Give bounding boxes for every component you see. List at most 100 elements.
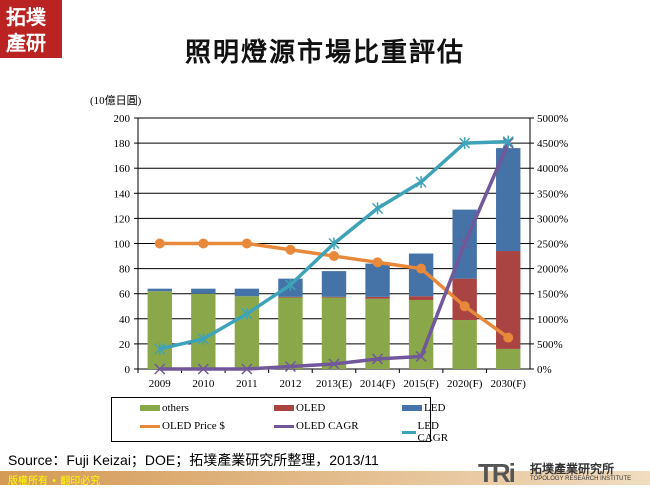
y-tick-label: 60 (119, 289, 131, 301)
bar-others (452, 320, 477, 369)
logo-text: 拓墣產研 (6, 5, 46, 55)
marker-point (328, 358, 340, 370)
marker-point (459, 301, 470, 312)
bar-others (496, 348, 521, 369)
marker-point (459, 237, 471, 250)
legend-swatch (140, 405, 160, 411)
marker-point (503, 332, 514, 343)
y2-tick-label: 2000% (537, 264, 568, 276)
y2-tick-label: 500% (537, 339, 563, 351)
y2-tick-label: 5000% (537, 113, 568, 125)
y-tick-label: 80 (119, 264, 131, 276)
marker-point (241, 363, 253, 375)
y-tick-label: 180 (114, 138, 131, 150)
bar-led (321, 271, 347, 297)
marker-point (372, 353, 384, 365)
x-tick-label: 2010 (192, 378, 215, 390)
brand-name: 拓墣產業研究所 (530, 462, 615, 476)
legend-swatch (274, 405, 294, 411)
x-tick-label: 2012 (279, 378, 301, 390)
marker-point (415, 176, 427, 189)
brand-english: TOPOLOGY RESEARCH INSTITUTE (530, 476, 632, 482)
legend-swatch (274, 424, 294, 428)
legend-label: OLED (296, 402, 326, 414)
y2-tick-label: 3000% (537, 213, 568, 225)
page-title: 照明燈源市場比重評估 (184, 38, 465, 68)
legend-item: LED CAGR (402, 420, 455, 444)
marker-point (416, 263, 427, 274)
marker-point (502, 135, 514, 148)
marker-point (284, 278, 296, 291)
y-tick-label: 40 (119, 314, 131, 326)
legend: others OLED LED OLED Price $ OLED CAGR LED CA… (111, 397, 448, 444)
legend-label: OLED CAGR (296, 420, 359, 432)
x-tick-label: 2011 (236, 378, 258, 390)
marker-point (372, 257, 383, 268)
y2-tick-label: 4000% (537, 163, 568, 175)
legend-swatch (140, 424, 160, 428)
copyright: 版權所有 • 翻印必究 (8, 476, 101, 487)
marker-point (154, 342, 166, 355)
marker-point (197, 363, 209, 375)
marker-point (328, 237, 340, 250)
bar-oled (321, 296, 347, 298)
marker-point (415, 350, 427, 362)
marker-point (459, 137, 471, 150)
source-note: Source：Fuji Keizai；DOE；拓墣產業研究所整理，2013/11 (8, 452, 379, 468)
y2-tick-label: 1000% (537, 314, 568, 326)
legend-swatch (402, 430, 416, 434)
bar-others (147, 291, 172, 369)
bar-led (147, 288, 172, 292)
marker-point (329, 251, 339, 262)
marker-point (285, 244, 296, 255)
bar-others (321, 297, 347, 369)
y2-tick-label: 4500% (537, 138, 568, 150)
y-tick-label: 120 (114, 213, 131, 225)
legend-label: OLED Price $ (162, 420, 225, 432)
x-tick-label: 2014(F) (360, 378, 396, 390)
bar-oled (278, 296, 303, 298)
y2-tick-label: 0% (537, 364, 552, 376)
x-tick-label: 2030(F) (490, 378, 526, 390)
y2-tick-label: 1500% (537, 289, 568, 301)
x-tick-label: 2015(F) (403, 378, 439, 390)
y2-tick-label: 2500% (537, 239, 568, 251)
y2-tick-label: 3500% (537, 188, 568, 200)
marker-point (241, 238, 252, 249)
bar-led (191, 288, 216, 294)
x-tick-label: 2009 (149, 378, 172, 390)
legend-item: OLED Price $ (140, 420, 225, 432)
legend-item: OLED (274, 402, 325, 414)
marker-point (154, 238, 165, 249)
x-tick-label: 2013(E) (316, 378, 352, 390)
legend-item: others (140, 402, 189, 414)
bar-others (191, 293, 216, 369)
brand-logo: TRi 拓墣產業研究所 TOPOLOGY RESEARCH INSTITUTE (478, 458, 631, 489)
x-tick-label: 2020(F) (447, 378, 483, 390)
bar-oled (365, 296, 390, 299)
y-tick-label: 160 (114, 163, 131, 175)
y-tick-label: 200 (114, 113, 131, 125)
marker-point (241, 307, 253, 320)
y-tick-label: 100 (114, 239, 131, 251)
marker-point (197, 332, 209, 345)
bar-others (278, 297, 303, 369)
y-tick-label: 140 (114, 188, 131, 200)
footer-bar (0, 471, 650, 485)
bar-oled (408, 296, 434, 300)
chart: 0204060801001201401601802000%500%1000%15… (90, 94, 568, 390)
legend-label: LED CAGR (417, 420, 449, 444)
legend-swatch (402, 405, 422, 411)
legend-label: LED (424, 402, 446, 414)
marker-point (372, 202, 384, 215)
marker-point (154, 363, 166, 375)
legend-label: others (162, 402, 189, 414)
legend-item: OLED CAGR (274, 420, 359, 432)
bar-led (234, 288, 260, 297)
marker-point (198, 238, 209, 249)
logo: 拓墣產研 (0, 0, 62, 58)
y-tick-label: 0 (125, 364, 131, 376)
marker-point (284, 360, 296, 373)
y-axis-unit: (10億日圓) (90, 94, 142, 107)
bar-led (365, 263, 390, 297)
